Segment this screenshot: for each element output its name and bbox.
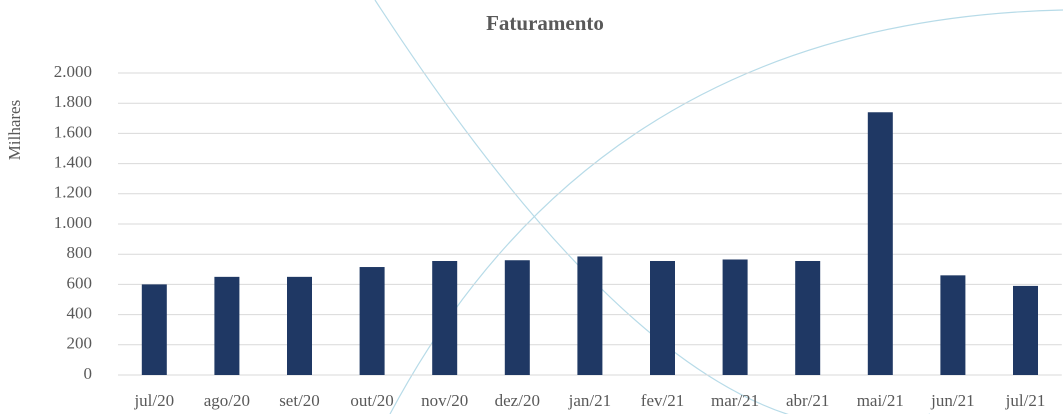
bar: [940, 275, 966, 375]
y-tick-label: 1.200: [54, 183, 92, 202]
y-tick-label: 800: [67, 243, 93, 262]
x-tick-label: jul/20: [133, 391, 174, 410]
y-tick-label: 200: [67, 334, 93, 353]
bar: [722, 259, 748, 375]
x-tick-label: jan/21: [568, 391, 612, 410]
y-axis-label: Milhares: [5, 100, 24, 160]
x-tick-label: ago/20: [204, 391, 250, 410]
x-tick-label: abr/21: [786, 391, 829, 410]
bar: [214, 276, 240, 375]
x-tick-label: mai/21: [857, 391, 904, 410]
y-tick-label: 1.600: [54, 122, 92, 141]
bar: [795, 260, 821, 375]
x-tick-label: set/20: [279, 391, 320, 410]
x-tick-label: mar/21: [711, 391, 759, 410]
y-tick-label: 1.400: [54, 153, 92, 172]
y-tick-label: 2.000: [54, 62, 92, 81]
bar: [359, 267, 385, 375]
bar: [287, 276, 312, 375]
y-tick-label: 400: [67, 304, 93, 323]
bar: [1013, 285, 1038, 375]
y-tick-label: 1.000: [54, 213, 92, 232]
bar: [577, 256, 603, 375]
bar: [650, 260, 675, 375]
x-tick-label: dez/20: [495, 391, 540, 410]
x-tick-label: fev/21: [641, 391, 684, 410]
x-tick-label: jun/21: [930, 391, 974, 410]
bar: [141, 284, 167, 375]
y-tick-label: 600: [67, 273, 93, 292]
x-tick-label: out/20: [350, 391, 393, 410]
x-tick-label: nov/20: [421, 391, 468, 410]
x-tick-label: jul/21: [1005, 391, 1046, 410]
bar: [504, 260, 530, 375]
decoration-curve: [374, 0, 930, 414]
y-tick-label: 1.800: [54, 92, 92, 111]
bar: [432, 260, 458, 375]
y-tick-label: 0: [84, 364, 93, 383]
bar: [867, 112, 893, 375]
chart-title: Faturamento: [486, 11, 604, 35]
